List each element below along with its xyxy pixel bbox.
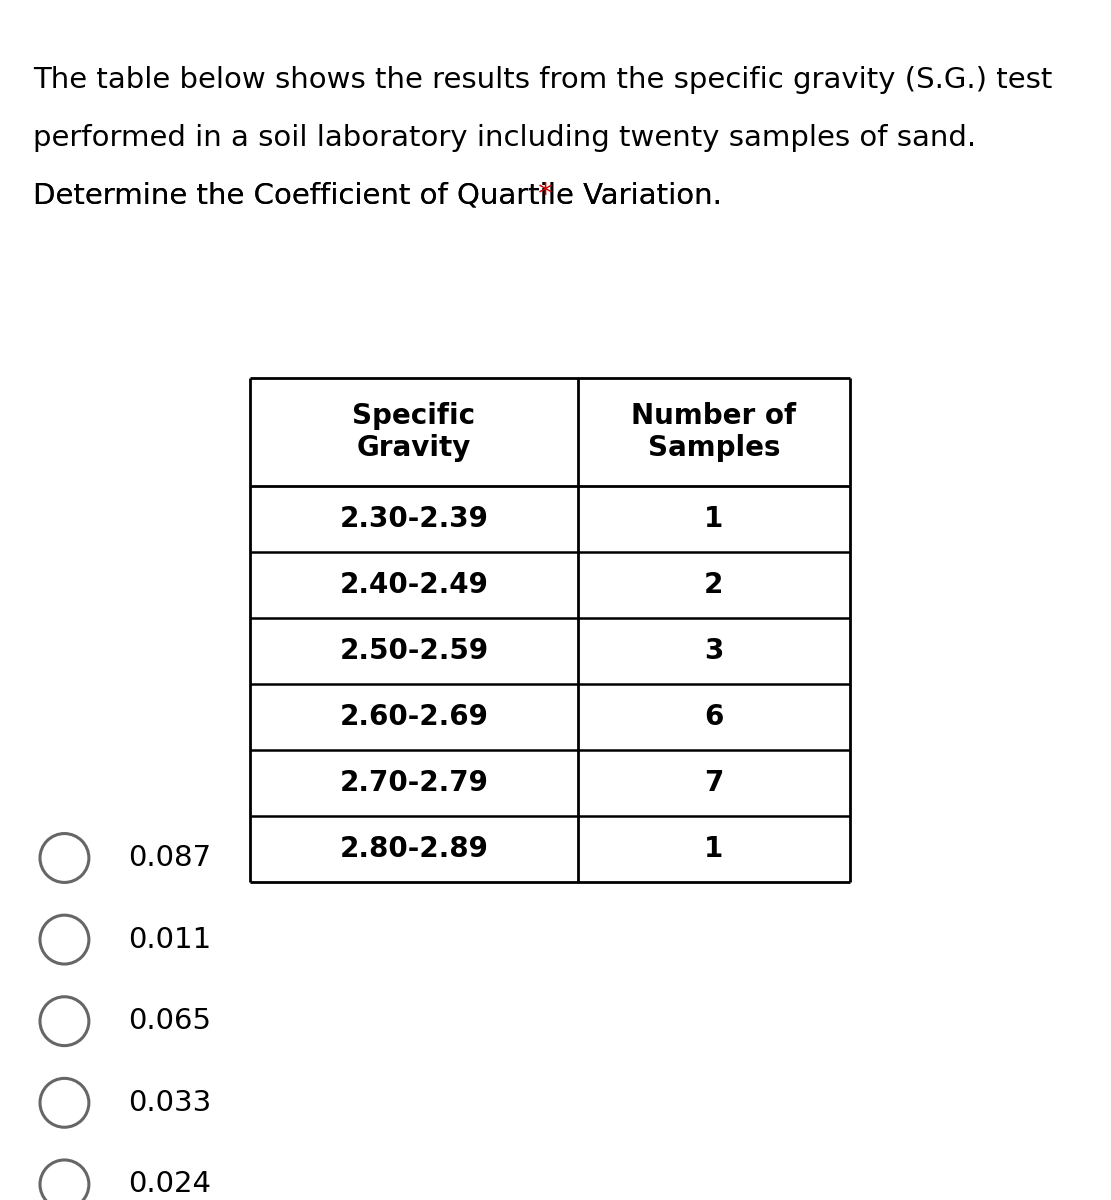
- Text: 2.80-2.89: 2.80-2.89: [339, 835, 489, 863]
- Text: *: *: [529, 181, 553, 209]
- Text: 0.065: 0.065: [128, 1007, 211, 1036]
- Text: 7: 7: [704, 769, 723, 797]
- Text: Specific
Gravity: Specific Gravity: [352, 402, 476, 462]
- Text: Number of
Samples: Number of Samples: [631, 402, 797, 462]
- Text: 2.50-2.59: 2.50-2.59: [339, 637, 489, 665]
- Text: Determine the Coefficient of Quartile Variation.: Determine the Coefficient of Quartile Va…: [33, 181, 722, 209]
- Text: The table below shows the results from the specific gravity (S.G.) test: The table below shows the results from t…: [33, 66, 1053, 94]
- Text: 6: 6: [704, 703, 723, 731]
- Text: 2: 2: [704, 571, 723, 599]
- Text: 0.011: 0.011: [128, 925, 211, 954]
- Text: 3: 3: [704, 637, 723, 665]
- Text: 1: 1: [704, 835, 723, 863]
- Text: 1: 1: [704, 505, 723, 533]
- Text: 0.033: 0.033: [128, 1088, 211, 1117]
- Text: 2.30-2.39: 2.30-2.39: [339, 505, 489, 533]
- Text: Determine the Coefficient of Quartile Variation.: Determine the Coefficient of Quartile Va…: [33, 181, 722, 209]
- Text: 2.40-2.49: 2.40-2.49: [339, 571, 489, 599]
- Text: Determine the Coefficient of Quartile Variation. *: Determine the Coefficient of Quartile Va…: [33, 181, 747, 209]
- Text: 0.024: 0.024: [128, 1170, 211, 1199]
- Text: 2.70-2.79: 2.70-2.79: [339, 769, 489, 797]
- Text: 0.087: 0.087: [128, 844, 211, 872]
- Text: performed in a soil laboratory including twenty samples of sand.: performed in a soil laboratory including…: [33, 124, 977, 151]
- Text: 2.60-2.69: 2.60-2.69: [339, 703, 489, 731]
